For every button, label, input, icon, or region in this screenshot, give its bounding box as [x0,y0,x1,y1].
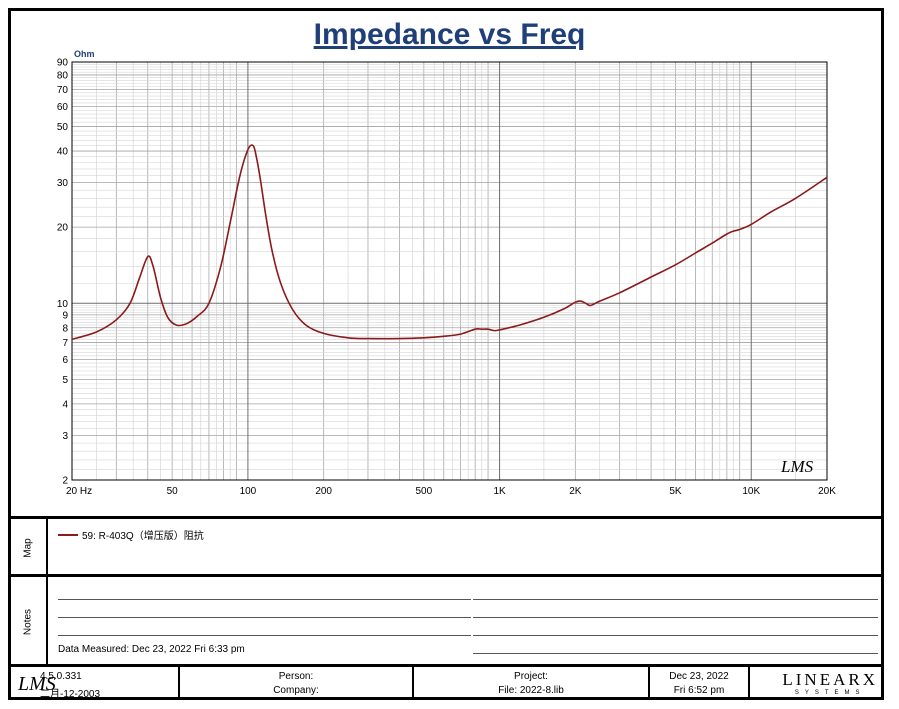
y-tick-label: 6 [62,355,68,366]
footer-version-cell: LMS 4.5.0.331 二月-12-2003 [10,667,180,700]
y-axis-unit: Ohm [74,49,95,59]
y-tick-label: 9 [62,310,68,321]
map-label: Map [22,537,34,558]
chart-title: Impedance vs Freq [313,18,586,51]
x-tick-label: 10K [742,486,760,497]
note-line [473,617,878,618]
map-label-cell: Map [10,519,48,576]
y-tick-label: 30 [57,178,69,189]
lms-watermark: LMS [780,457,814,476]
brand-main: LINEARX [782,670,878,689]
x-tick-label: 100 [240,486,257,497]
note-line [58,635,471,636]
y-tick-label: 50 [57,122,69,133]
plot-area [72,62,827,480]
notes-label-cell: Notes [10,577,48,666]
project-label: Project: [514,671,548,682]
x-axis-ticks: 20 Hz 50 100 200 500 1K 2K 5K 10K 20K [66,486,836,497]
x-tick-label: 500 [415,486,432,497]
person-label: Person: [278,671,314,682]
y-tick-label: 5 [62,375,68,386]
notes-label: Notes [22,608,34,635]
note-line [58,599,471,600]
x-tick-label: 200 [315,486,332,497]
x-tick-label: 20 Hz [66,486,92,497]
footer-date: Dec 23, 2022 [669,671,729,682]
y-tick-label: 90 [57,58,69,69]
brand-sub: SYSTEMS [794,690,866,696]
lms-logo: LMS [18,673,56,695]
y-tick-label: 60 [57,102,69,113]
linearx-logo: LINEARX SYSTEMS [782,670,878,696]
impedance-curve [71,144,828,341]
y-tick-label: 10 [57,299,69,310]
note-line [473,635,878,636]
file-label: File: 2022-8.lib [498,685,564,696]
x-tick-label: 2K [569,486,582,497]
version-number: 4.5.0.331 [40,671,82,682]
y-tick-label: 3 [62,431,68,442]
footer-project-cell: Project: File: 2022-8.lib [414,667,650,700]
legend-swatch [58,533,78,536]
note-line [473,653,878,654]
company-label: Company: [273,685,319,696]
plot-border [71,61,828,481]
legend-entry: 59: R-403Q（增压版）阻抗 [58,527,204,542]
legend-text: 59: R-403Q（增压版）阻抗 [82,531,204,542]
footer-person-cell: Person: Company: [180,667,414,700]
y-tick-label: 2 [62,476,68,487]
y-tick-label: 4 [62,399,68,410]
y-tick-label: 80 [57,70,69,81]
footer-date-cell: Dec 23, 2022 Fri 6:52 pm [650,667,750,700]
note-line [58,617,471,618]
x-tick-label: 1K [493,486,506,497]
x-tick-label: 50 [167,486,179,497]
x-tick-label: 20K [818,486,836,497]
y-tick-label: 7 [62,338,68,349]
version-date: 二月-12-2003 [40,689,101,700]
note-line [473,599,878,600]
map-section: Map 59: R-403Q（增压版）阻抗 [10,516,884,576]
y-tick-label: 70 [57,85,69,96]
major-gridlines [72,62,827,480]
y-tick-label: 40 [57,147,69,158]
data-measured: Data Measured: Dec 23, 2022 Fri 6:33 pm [58,644,245,655]
y-tick-label: 20 [57,223,69,234]
footer-bar: LMS 4.5.0.331 二月-12-2003 Person: Company… [10,664,884,700]
footer-time: Fri 6:52 pm [673,685,725,696]
x-tick-label: 5K [669,486,682,497]
y-tick-label: 8 [62,323,68,334]
notes-section: Notes Data Measured: Dec 23, 2022 Fri 6:… [10,574,884,666]
